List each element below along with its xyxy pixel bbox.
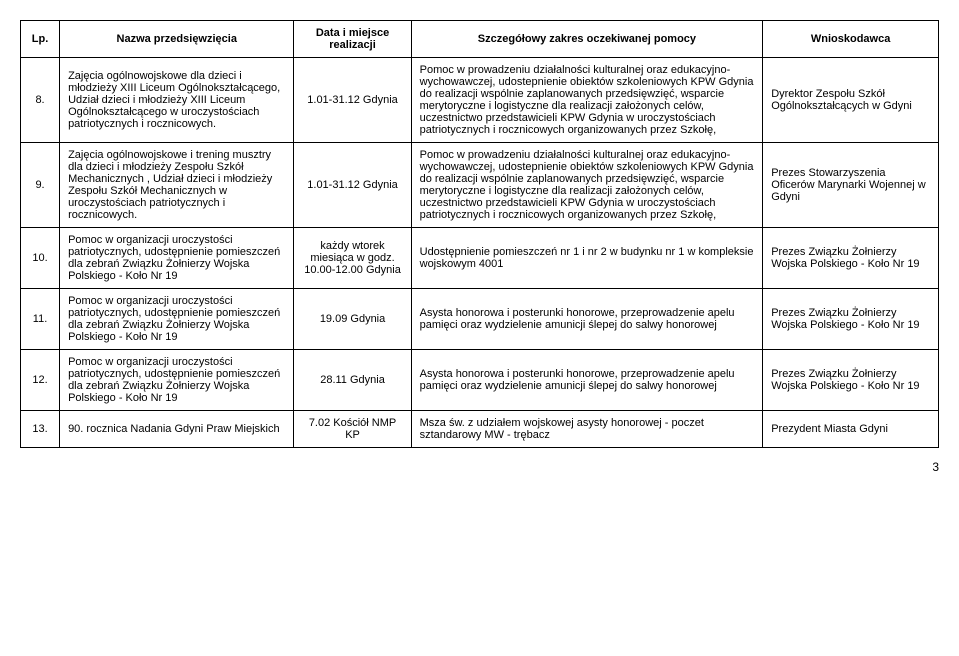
cell-scope: Pomoc w prowadzeniu działalności kultura…	[411, 143, 763, 228]
cell-name: 90. rocznica Nadania Gdyni Praw Miejskic…	[60, 411, 294, 448]
cell-name: Zajęcia ogólnowojskowe dla dzieci i młod…	[60, 58, 294, 143]
table-row: 11. Pomoc w organizacji uroczystości pat…	[21, 289, 939, 350]
cell-scope: Pomoc w prowadzeniu działalności kultura…	[411, 58, 763, 143]
table-row: 13. 90. rocznica Nadania Gdyni Praw Miej…	[21, 411, 939, 448]
data-table: Lp. Nazwa przedsięwzięcia Data i miejsce…	[20, 20, 939, 448]
cell-scope: Asysta honorowa i posterunki honorowe, p…	[411, 350, 763, 411]
header-date: Data i miejsce realizacji	[294, 21, 411, 58]
cell-date: 1.01-31.12 Gdynia	[294, 58, 411, 143]
cell-lp: 11.	[21, 289, 60, 350]
cell-applicant: Prezes Związku Żołnierzy Wojska Polskieg…	[763, 350, 939, 411]
cell-lp: 10.	[21, 228, 60, 289]
table-body: 8. Zajęcia ogólnowojskowe dla dzieci i m…	[21, 58, 939, 448]
cell-name: Pomoc w organizacji uroczystości patriot…	[60, 228, 294, 289]
cell-applicant: Prezydent Miasta Gdyni	[763, 411, 939, 448]
header-name: Nazwa przedsięwzięcia	[60, 21, 294, 58]
cell-lp: 13.	[21, 411, 60, 448]
cell-scope: Asysta honorowa i posterunki honorowe, p…	[411, 289, 763, 350]
header-applicant: Wnioskodawca	[763, 21, 939, 58]
cell-scope: Udostępnienie pomieszczeń nr 1 i nr 2 w …	[411, 228, 763, 289]
cell-applicant: Prezes Związku Żołnierzy Wojska Polskieg…	[763, 228, 939, 289]
cell-applicant: Dyrektor Zespołu Szkół Ogólnokształcącyc…	[763, 58, 939, 143]
table-header-row: Lp. Nazwa przedsięwzięcia Data i miejsce…	[21, 21, 939, 58]
table-row: 9. Zajęcia ogólnowojskowe i trening musz…	[21, 143, 939, 228]
cell-lp: 9.	[21, 143, 60, 228]
cell-name: Pomoc w organizacji uroczystości patriot…	[60, 289, 294, 350]
cell-date: 7.02 Kościół NMP KP	[294, 411, 411, 448]
cell-date: 19.09 Gdynia	[294, 289, 411, 350]
header-lp: Lp.	[21, 21, 60, 58]
table-row: 12. Pomoc w organizacji uroczystości pat…	[21, 350, 939, 411]
cell-lp: 12.	[21, 350, 60, 411]
header-scope: Szczegółowy zakres oczekiwanej pomocy	[411, 21, 763, 58]
table-row: 8. Zajęcia ogólnowojskowe dla dzieci i m…	[21, 58, 939, 143]
page-number: 3	[20, 460, 939, 474]
cell-scope: Msza św. z udziałem wojskowej asysty hon…	[411, 411, 763, 448]
cell-date: każdy wtorek miesiąca w godz. 10.00-12.0…	[294, 228, 411, 289]
table-row: 10. Pomoc w organizacji uroczystości pat…	[21, 228, 939, 289]
cell-lp: 8.	[21, 58, 60, 143]
cell-applicant: Prezes Stowarzyszenia Oficerów Marynarki…	[763, 143, 939, 228]
cell-date: 1.01-31.12 Gdynia	[294, 143, 411, 228]
cell-date: 28.11 Gdynia	[294, 350, 411, 411]
cell-name: Pomoc w organizacji uroczystości patriot…	[60, 350, 294, 411]
cell-applicant: Prezes Związku Żołnierzy Wojska Polskieg…	[763, 289, 939, 350]
cell-name: Zajęcia ogólnowojskowe i trening musztry…	[60, 143, 294, 228]
